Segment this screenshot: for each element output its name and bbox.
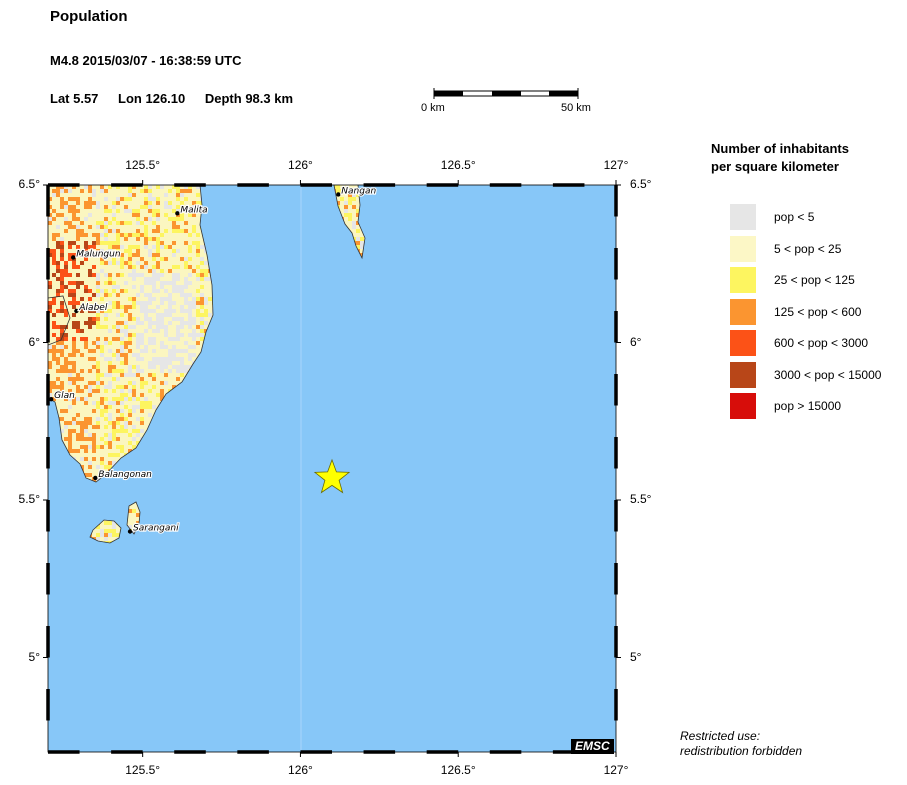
depth-value: Depth 98.3 km: [204, 91, 294, 106]
legend-label: 3000 < pop < 15000: [774, 367, 882, 382]
city-marker-icon: [48, 397, 54, 402]
legend-swatch: [730, 361, 756, 388]
longitude-tick-label: 126.5°: [440, 158, 476, 172]
event-coordinates: Lat 5.57 Lon 126.10 Depth 98.3 km: [50, 91, 309, 106]
legend-swatch: [730, 298, 756, 325]
city-marker-icon: [74, 308, 79, 314]
latitude-tick-label: 5°: [28, 649, 40, 664]
latitude-tick-label: 6°: [28, 334, 40, 349]
legend-swatch: [730, 204, 756, 230]
city-label: Balangonan: [98, 470, 152, 480]
usage-note-line2: redistribution forbidden: [680, 744, 803, 758]
legend-title-line1: Number of inhabitants: [711, 141, 849, 156]
city-sarangani[interactable]: Sarangani: [127, 522, 180, 535]
legend-label: 5 < pop < 25: [774, 241, 842, 256]
legend-item: 25 < pop < 125: [730, 267, 855, 293]
scale-left-label: 0 km: [421, 102, 445, 114]
legend-label: 125 < pop < 600: [774, 304, 862, 319]
map-title: Population: [50, 8, 128, 25]
longitude-tick-label: 126°: [288, 763, 313, 777]
usage-note-line1: Restricted use:: [680, 729, 761, 743]
city-malungun[interactable]: Malungun: [71, 248, 122, 261]
legend-label: pop < 5: [774, 210, 815, 224]
city-nangan[interactable]: Nangan: [336, 185, 378, 198]
latitude-tick-label: 6°: [630, 334, 642, 349]
legend-item: pop < 5: [730, 204, 814, 230]
longitude-tick-label: 125.5°: [125, 763, 161, 777]
legend-item: 3000 < pop < 15000: [730, 361, 882, 388]
coastline: [48, 185, 366, 544]
longitude-tick-label: 126°: [288, 158, 313, 172]
legend-item: 125 < pop < 600: [730, 298, 862, 325]
legend-title: Number of inhabitants per square kilomet…: [711, 140, 849, 176]
legend-label: pop > 15000: [774, 399, 842, 413]
map-frame: [43, 180, 621, 757]
city-label: Malita: [180, 205, 207, 215]
latitude-tick-label: 6.5°: [18, 177, 40, 191]
city-label: Nangan: [341, 186, 376, 196]
legend-item: pop > 15000: [730, 393, 841, 419]
city-label: Sarangani: [133, 524, 179, 534]
legend-swatch: [730, 330, 756, 356]
latitude-tick-label: 5°: [630, 649, 642, 664]
usage-note: Restricted use: redistribution forbidden: [680, 729, 802, 759]
legend-swatch: [730, 267, 756, 293]
latitude-tick-label: 5.5°: [18, 492, 40, 506]
legend-swatch: [730, 393, 756, 419]
legend-item: 600 < pop < 3000: [730, 330, 868, 356]
latitude-value: Lat 5.57: [50, 91, 99, 106]
epicenter-star-icon[interactable]: [313, 458, 351, 494]
city-marker-icon: [336, 192, 341, 197]
city-marker-icon: [93, 475, 98, 481]
longitude-value: Lon 126.10: [118, 91, 186, 106]
city-balangonan[interactable]: Balangonan: [93, 469, 153, 481]
city-label: Glan: [54, 391, 75, 401]
latitude-tick-label: 6.5°: [630, 177, 652, 191]
legend-title-line2: per square kilometer: [711, 159, 839, 174]
scale-bar: [433, 88, 579, 99]
city-marker-icon: [71, 255, 76, 260]
legend-swatch: [730, 235, 756, 262]
legend-label: 25 < pop < 125: [774, 273, 855, 287]
longitude-tick-label: 127°: [603, 763, 629, 777]
longitude-tick-label: 125.5°: [125, 158, 161, 172]
longitude-tick-label: 127°: [603, 158, 629, 172]
emsc-badge: EMSC: [571, 739, 614, 754]
city-label: Malungun: [76, 249, 121, 259]
city-marker-icon: [127, 529, 133, 534]
city-malita[interactable]: Malita: [175, 204, 209, 216]
city-glan[interactable]: Glan: [48, 390, 76, 402]
city-label: Alabel: [78, 303, 107, 313]
legend-label: 600 < pop < 3000: [774, 336, 869, 350]
event-info: M4.8 2015/03/07 - 16:38:59 UTC: [50, 53, 242, 68]
city-alabel[interactable]: Alabel: [74, 302, 109, 314]
longitude-tick-label: 126.5°: [440, 763, 476, 777]
latitude-tick-label: 5.5°: [630, 492, 652, 506]
city-marker-icon: [175, 211, 180, 216]
legend-item: 5 < pop < 25: [730, 235, 842, 262]
scale-right-label: 50 km: [561, 102, 591, 114]
